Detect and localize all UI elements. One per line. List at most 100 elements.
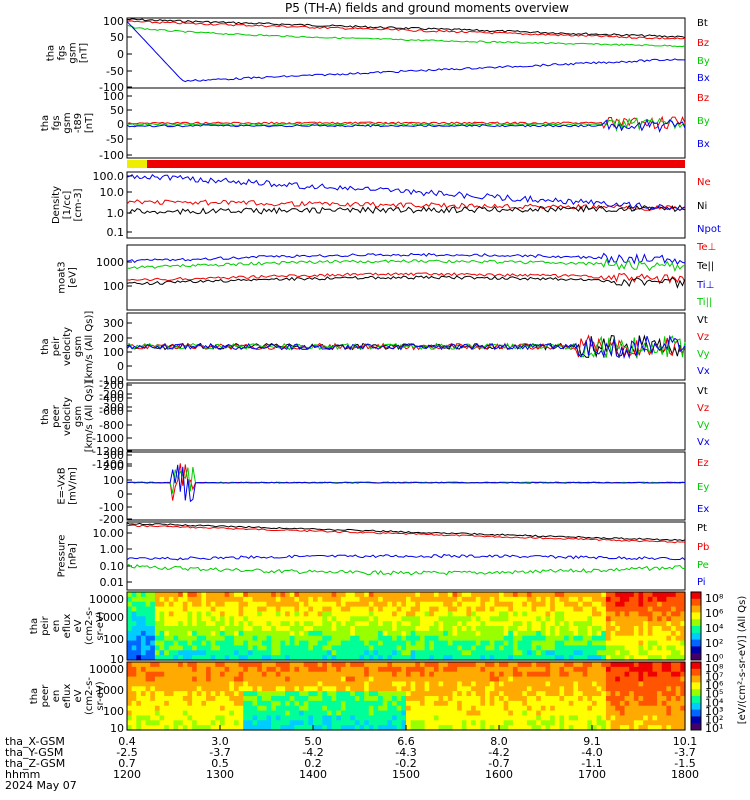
heatmap-cell [512, 596, 519, 603]
heatmap-cell [229, 592, 235, 598]
heatmap-cell [671, 681, 677, 687]
y-axis-label: tha [29, 618, 40, 634]
colorbar-cell [691, 657, 701, 661]
heatmap-cell [350, 676, 356, 683]
heatmap-cell [159, 601, 165, 608]
heatmap-cell [261, 681, 268, 687]
y-axis-label: tha [40, 338, 51, 354]
heatmap-cell [285, 621, 291, 627]
heatmap-cell [545, 691, 551, 697]
heatmap-cell [303, 681, 309, 687]
colorbar-cell [691, 677, 701, 681]
heatmap-cell [182, 606, 189, 613]
heatmap-cell [522, 705, 528, 712]
heatmap-cell [452, 676, 458, 683]
heatmap-cell [471, 635, 477, 642]
heatmap-cell [540, 710, 547, 717]
heatmap-cell [252, 700, 258, 707]
heatmap-cell [452, 691, 458, 697]
x-tick-label-y_gsm: -4.0 [581, 746, 602, 759]
heatmap-cell [382, 676, 388, 683]
heatmap-cell [308, 710, 314, 717]
heatmap-cell [433, 621, 440, 627]
heatmap-cell [657, 611, 663, 617]
heatmap-cell [643, 592, 649, 598]
heatmap-cell [303, 616, 309, 622]
heatmap-cell [294, 626, 300, 632]
heatmap-cell [373, 640, 379, 647]
heatmap-cell [540, 616, 547, 622]
heatmap-cell [429, 676, 435, 683]
heatmap-cell [345, 650, 351, 656]
heatmap-cell [364, 725, 370, 731]
heatmap-cell [410, 650, 416, 656]
heatmap-cell [624, 596, 630, 603]
heatmap-cell [512, 681, 519, 687]
heatmap-cell [661, 676, 667, 683]
heatmap-cell [257, 720, 263, 726]
heatmap-cell [573, 700, 579, 707]
heatmap-cell [661, 720, 667, 726]
heatmap-cell [680, 592, 686, 598]
heatmap-cell [489, 621, 495, 627]
heatmap-cell [257, 611, 263, 617]
heatmap-cell [317, 635, 323, 642]
heatmap-cell [159, 635, 165, 642]
heatmap-cell [220, 601, 226, 608]
heatmap-cell [666, 696, 672, 702]
colorbar-cell [691, 716, 701, 720]
heatmap-cell [392, 710, 398, 717]
heatmap-cell [313, 611, 319, 617]
heatmap-cell [345, 592, 351, 598]
heatmap-cell [605, 686, 612, 692]
heatmap-cell [201, 666, 207, 673]
heatmap-cell [299, 700, 305, 707]
heatmap-cell [489, 710, 495, 717]
heatmap-cell [322, 621, 328, 627]
heatmap-cell [582, 640, 588, 647]
heatmap-cell [531, 616, 537, 622]
heatmap-cell [522, 626, 528, 632]
heatmap-cell [526, 705, 533, 712]
heatmap-cell [313, 592, 319, 598]
heatmap-cell [303, 592, 309, 598]
heatmap-cell [299, 691, 305, 697]
heatmap-cell [657, 630, 663, 637]
heatmap-cell [396, 696, 402, 702]
heatmap-cell [313, 645, 319, 651]
heatmap-cell [145, 635, 151, 642]
heatmap-cell [243, 601, 249, 608]
heatmap-cell [257, 650, 263, 656]
heatmap-cell [289, 630, 295, 637]
heatmap-cell [261, 720, 268, 726]
heatmap-cell [196, 601, 202, 608]
heatmap-cell [233, 596, 240, 603]
heatmap-cell [401, 640, 407, 647]
heatmap-cell [313, 696, 319, 702]
heatmap-cell [661, 601, 667, 608]
heatmap-cell [354, 710, 361, 717]
colorbar-cell [691, 675, 701, 679]
heatmap-cell [461, 621, 468, 627]
heatmap-cell [559, 626, 565, 632]
legend-vy: Vy [697, 420, 710, 431]
heatmap-cell [638, 635, 644, 642]
heatmap-cell [503, 686, 509, 692]
heatmap-cell [461, 655, 468, 661]
heatmap-cell [285, 635, 291, 642]
heatmap-cell [671, 601, 677, 608]
heatmap-cell [154, 700, 161, 707]
heatmap-cell [127, 592, 133, 598]
colorbar-cell [691, 607, 701, 611]
heatmap-cell [178, 710, 184, 717]
heatmap-cell [164, 681, 170, 687]
heatmap-cell [517, 700, 523, 707]
heatmap-cell [168, 671, 175, 678]
heatmap-cell [643, 621, 649, 627]
heatmap-cell [680, 630, 686, 637]
heatmap-cell [140, 611, 147, 617]
heatmap-cell [415, 655, 421, 661]
heatmap-cell [224, 671, 230, 678]
heatmap-cell [605, 650, 612, 656]
heatmap-cell [433, 691, 440, 697]
